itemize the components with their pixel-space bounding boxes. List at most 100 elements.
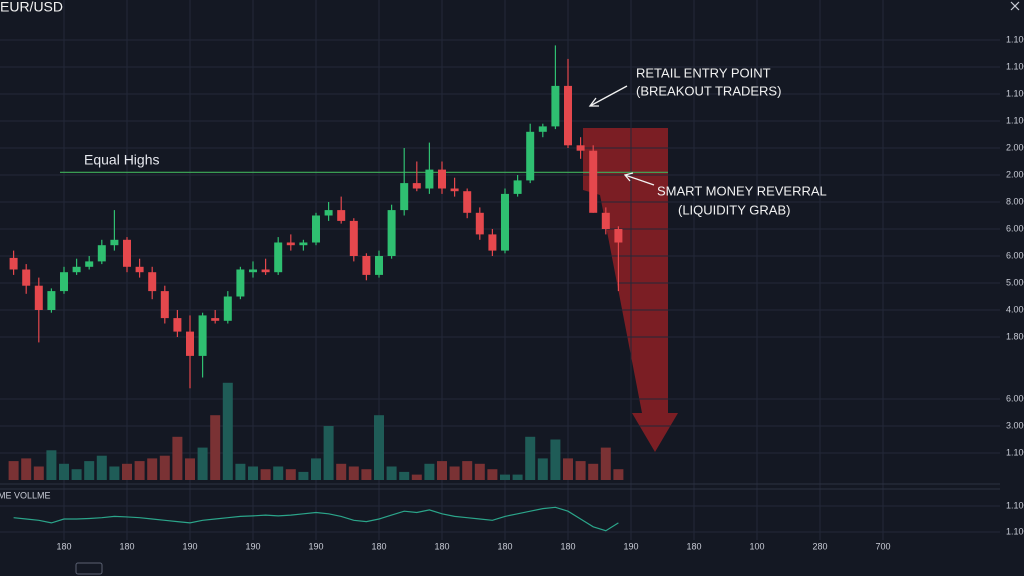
volume-bar bbox=[575, 461, 586, 480]
volume-bar bbox=[525, 436, 536, 480]
candle-body bbox=[274, 242, 283, 273]
y-tick-label: 3.000 bbox=[1006, 420, 1024, 430]
candle-body bbox=[375, 256, 383, 275]
volume-bar bbox=[588, 463, 599, 480]
candle-body bbox=[349, 220, 358, 256]
marks bbox=[8, 45, 668, 532]
volume-bar bbox=[159, 455, 170, 480]
y-tick-label: 1.800 bbox=[1006, 331, 1024, 341]
volume-bar bbox=[474, 463, 485, 480]
y-tick-label: 5.000 bbox=[1006, 277, 1024, 287]
volume-bar bbox=[210, 415, 221, 480]
candle-body bbox=[614, 229, 623, 243]
y-tick-label: 2.000 bbox=[1006, 142, 1024, 152]
candle-body bbox=[475, 212, 484, 235]
volume-bar bbox=[59, 463, 69, 480]
candle-body bbox=[438, 169, 446, 189]
y-tick-label: 1.100 bbox=[1006, 61, 1024, 71]
volume-bar bbox=[84, 461, 95, 480]
candle-body bbox=[85, 261, 94, 267]
candle-body bbox=[463, 191, 472, 213]
volume-bar bbox=[462, 461, 473, 480]
volume-bar bbox=[424, 463, 435, 480]
y-tick-label: 2.000 bbox=[1006, 169, 1024, 179]
candle-body bbox=[576, 145, 585, 151]
x-tick-label: 700 bbox=[875, 541, 890, 551]
x-tick-label: 180 bbox=[371, 541, 386, 551]
volume-bar bbox=[273, 466, 284, 480]
indicator-label: ME VOLLME bbox=[0, 490, 51, 500]
x-tick-label: 180 bbox=[686, 541, 701, 551]
volume-bar bbox=[197, 447, 208, 480]
y-tick-label: 1.100 bbox=[1006, 88, 1024, 98]
candle-body bbox=[526, 131, 535, 181]
volume-bar bbox=[33, 466, 44, 480]
volume-bar bbox=[500, 474, 510, 480]
candle-body bbox=[425, 169, 434, 189]
x-tick-label: 190 bbox=[245, 541, 260, 551]
volume-bar bbox=[134, 461, 145, 480]
volume-bar bbox=[172, 436, 183, 480]
volume-bar bbox=[248, 466, 258, 480]
candle-body bbox=[160, 291, 169, 319]
annotation: (LIQUIDITY GRAB) bbox=[678, 202, 790, 217]
candle-body bbox=[249, 269, 257, 273]
candle-body bbox=[34, 285, 43, 310]
candle-body bbox=[312, 215, 320, 243]
candle-body bbox=[22, 269, 31, 286]
x-tick-label: 190 bbox=[308, 541, 323, 551]
candle-body bbox=[450, 188, 459, 192]
volume-bar bbox=[550, 439, 561, 480]
volume-bar bbox=[260, 469, 271, 480]
candle-body bbox=[148, 272, 157, 292]
candle-body bbox=[186, 331, 194, 356]
candle-body bbox=[47, 291, 56, 310]
candle-body bbox=[337, 210, 346, 221]
y-tick-label: 8.000 bbox=[1006, 196, 1024, 206]
volume-bar bbox=[512, 474, 523, 480]
candle-body bbox=[601, 212, 610, 229]
y-tick-label: 1.100 bbox=[1006, 115, 1024, 125]
candle-body bbox=[538, 126, 547, 132]
candle-body bbox=[261, 269, 270, 273]
candle-body bbox=[72, 266, 81, 273]
close-button[interactable] bbox=[1010, 1, 1020, 11]
annotation: (BREAKOUT TRADERS) bbox=[636, 83, 781, 98]
volume-bar bbox=[437, 461, 447, 480]
y-tick-label: 6.000 bbox=[1006, 250, 1024, 260]
candle-body bbox=[223, 296, 232, 321]
candle-body bbox=[589, 150, 598, 213]
annotation: SMART MONEY REVERRAL bbox=[657, 183, 827, 198]
volume-bar bbox=[348, 466, 359, 480]
x-tick-label: 180 bbox=[560, 541, 575, 551]
y-tick-label: 1.100 bbox=[1006, 34, 1024, 44]
chart-title: EUR/USD bbox=[0, 0, 63, 15]
volume-bar bbox=[109, 466, 120, 480]
volume-bar bbox=[374, 415, 384, 480]
volume-bar bbox=[285, 469, 296, 480]
y-tick-label: 6.000 bbox=[1006, 223, 1024, 233]
candle-body bbox=[173, 318, 182, 332]
candle-body bbox=[551, 85, 560, 127]
candle-body bbox=[110, 239, 119, 246]
volume-bar bbox=[235, 463, 246, 480]
pointer-arrow bbox=[588, 85, 655, 186]
candle-body bbox=[135, 266, 144, 273]
candle-body bbox=[362, 256, 371, 275]
candle-body bbox=[198, 315, 207, 356]
volume-bar bbox=[386, 466, 397, 480]
volume-bar bbox=[487, 469, 498, 480]
x-tick-label: 180 bbox=[119, 541, 134, 551]
y-tick-label: 4.000 bbox=[1006, 304, 1024, 314]
candle-body bbox=[211, 318, 220, 321]
volume-bar bbox=[399, 471, 410, 480]
grid bbox=[0, 0, 1000, 540]
indicator-line bbox=[13, 506, 619, 532]
candle-body bbox=[286, 242, 295, 246]
y-tick-label: 1.100 bbox=[1006, 447, 1024, 457]
toolbar-chip[interactable] bbox=[75, 562, 103, 575]
candle-body bbox=[236, 269, 245, 297]
volume-bar bbox=[222, 382, 233, 480]
candle-body bbox=[324, 210, 333, 216]
